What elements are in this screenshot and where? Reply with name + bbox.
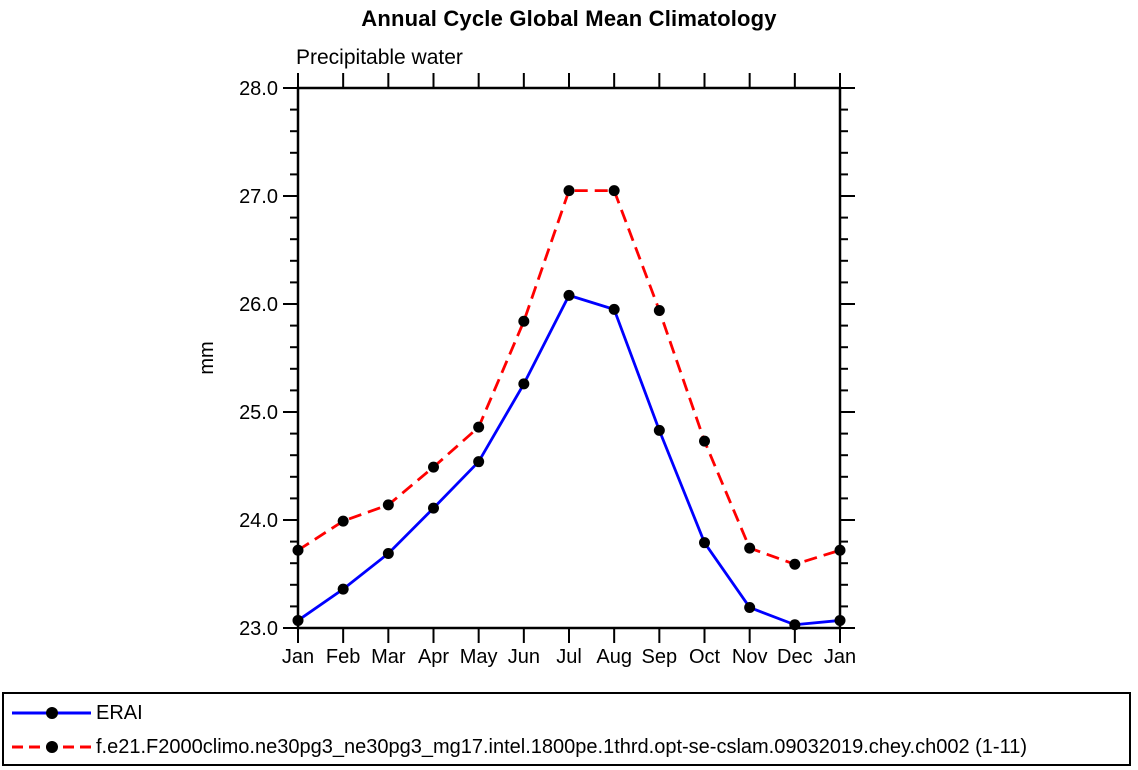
data-point-marker — [608, 303, 620, 315]
x-tick-label: Sep — [642, 646, 678, 668]
data-point-marker — [337, 583, 349, 595]
legend-item-erai: ERAI — [4, 696, 1129, 730]
data-point-marker — [744, 542, 756, 554]
data-point-marker — [834, 614, 846, 626]
erai-line — [297, 293, 841, 627]
model-line — [297, 189, 841, 566]
data-point-marker — [292, 614, 304, 626]
data-point-marker — [428, 461, 439, 473]
x-tick-label: Apr — [418, 646, 449, 668]
series-model — [292, 185, 846, 570]
data-point-marker — [563, 289, 575, 301]
x-tick-label: Jul — [556, 646, 582, 668]
x-tick-label: Feb — [326, 646, 360, 668]
chart-subtitle: Precipitable water — [296, 46, 463, 69]
legend-label-erai: ERAI — [96, 701, 143, 724]
data-point-marker — [337, 515, 349, 527]
legend-item-model: f.e21.F2000climo.ne30pg3_ne30pg3_mg17.in… — [4, 730, 1129, 764]
y-tick-label: 28.0 — [239, 78, 278, 100]
y-tick-label: 27.0 — [239, 186, 278, 208]
data-point-marker — [699, 435, 710, 447]
data-point-marker — [428, 502, 439, 514]
x-tick-label: Jan — [282, 646, 314, 668]
data-point-marker — [834, 544, 846, 556]
data-point-marker — [789, 558, 801, 570]
legend-box: ERAI f.e21.F2000climo.ne30pg3_ne30pg3_mg… — [2, 692, 1131, 766]
data-point-marker — [518, 378, 530, 390]
x-tick-label: Oct — [689, 646, 721, 668]
legend-label-model: f.e21.F2000climo.ne30pg3_ne30pg3_mg17.in… — [96, 735, 1028, 758]
x-tick-label: Dec — [777, 646, 813, 668]
x-tick-label: Jan — [824, 646, 856, 668]
y-tick-label: 24.0 — [239, 510, 278, 532]
x-tick-label: Jun — [508, 646, 540, 668]
data-point-marker — [789, 619, 801, 631]
x-tick-label: Mar — [371, 646, 406, 668]
y-axis: 23.0 24.0 25.0 26.0 27.0 28.0 — [239, 78, 855, 640]
y-tick-label: 26.0 — [239, 294, 278, 316]
data-point-marker — [653, 424, 665, 436]
chart-title: Annual Cycle Global Mean Climatology — [361, 6, 777, 31]
y-tick-label: 23.0 — [239, 618, 278, 640]
series-erai — [292, 289, 846, 631]
x-tick-label: Nov — [732, 646, 768, 668]
data-point-marker — [699, 537, 710, 549]
y-tick-label: 25.0 — [239, 402, 278, 424]
data-point-marker — [518, 315, 530, 327]
x-axis: Jan Feb Mar Apr May Jun Jul Aug Sep Oct Nov Dec Jan — [282, 73, 856, 668]
x-tick-label: Aug — [596, 646, 632, 668]
model-line-sample-icon — [12, 741, 91, 753]
data-point-marker — [382, 547, 394, 559]
data-point-marker — [563, 185, 575, 197]
erai-line-sample-icon — [12, 707, 91, 719]
data-point-marker — [608, 185, 620, 197]
data-point-marker — [382, 499, 394, 511]
data-point-marker — [744, 601, 756, 613]
chart-canvas: Jan Feb Mar Apr May Jun Jul Aug Sep Oct Nov Dec Jan2… — [239, 73, 856, 668]
x-tick-label: May — [460, 646, 498, 668]
data-point-marker — [473, 456, 485, 468]
data-point-marker — [473, 421, 485, 433]
data-point-marker — [653, 304, 665, 316]
data-point-marker — [292, 544, 304, 556]
plot-border — [296, 86, 842, 630]
